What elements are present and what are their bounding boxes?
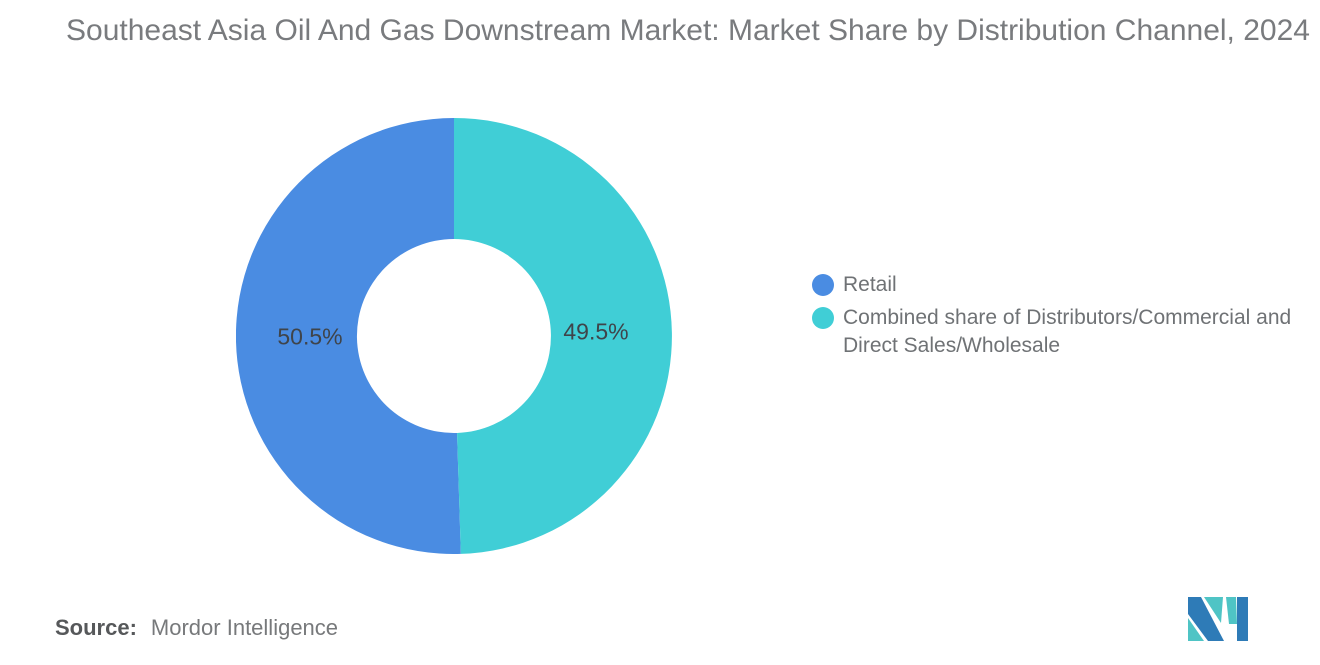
logo-shape-blue-bar: [1237, 597, 1248, 641]
legend-marker-retail-icon: [812, 274, 834, 296]
logo-shape-teal-mid: [1204, 597, 1223, 623]
legend-item-combined[interactable]: Combined share of Distributors/Commercia…: [812, 304, 1303, 360]
donut-chart: 50.5% 49.5%: [236, 118, 672, 554]
logo-shape-teal-right: [1226, 597, 1237, 624]
logo-shape-teal-left: [1188, 618, 1204, 641]
legend-label-retail: Retail: [843, 273, 897, 296]
slice-label-combined: 49.5%: [563, 318, 629, 345]
slice-label-retail: 50.5%: [277, 323, 343, 350]
donut-slice-combined[interactable]: [454, 118, 672, 554]
legend-marker-combined-icon: [812, 307, 834, 329]
legend-label-combined: Combined share of Distributors/Commercia…: [843, 306, 1292, 357]
source-value: Mordor Intelligence: [150, 615, 339, 640]
legend-item-retail[interactable]: Retail: [812, 271, 1303, 299]
source-label: Source:: [55, 615, 137, 640]
mordor-intelligence-logo: [1188, 597, 1248, 641]
donut-slice-retail[interactable]: [236, 118, 461, 554]
legend: Retail Combined share of Distributors/Co…: [812, 271, 1303, 365]
logo-shape-blue-main: [1188, 597, 1224, 641]
chart-title: Southeast Asia Oil And Gas Downstream Ma…: [66, 14, 1310, 47]
donut-svg: [236, 118, 672, 554]
source-line: Source: Mordor Intelligence: [55, 615, 338, 641]
